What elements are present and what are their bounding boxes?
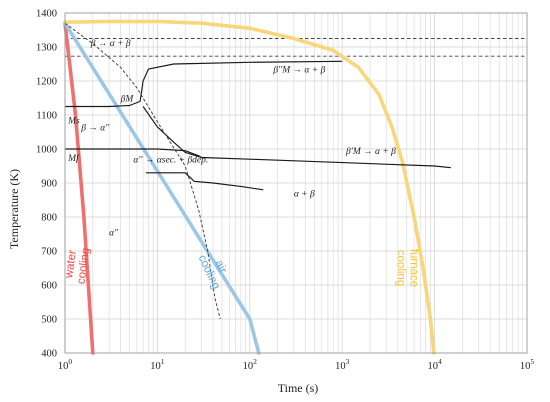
annotation-beta-ab: β → α + β	[90, 39, 131, 49]
curve-label-line: furnace	[408, 249, 420, 287]
y-tick-label: 1100	[36, 111, 57, 122]
y-tick-label: 1200	[36, 77, 57, 88]
y-tick-label: 1000	[36, 145, 57, 156]
y-tick-label: 600	[41, 281, 57, 292]
axis-ticks: 400 500 600 700 800 900 1000 1100 1200 1300 1400 10…	[36, 9, 534, 373]
x-tick-label: 100	[58, 357, 73, 372]
x-tick-label: 105	[520, 357, 535, 372]
x-axis-label: Time (s)	[278, 381, 319, 395]
cooling-series	[63, 19, 436, 355]
curve-label-line: cooling	[75, 247, 92, 285]
curve-label-line: cooling	[395, 250, 407, 286]
annotation-bm2: β′′M → α + β	[272, 66, 325, 76]
plot-frame	[64, 12, 528, 354]
y-tick-label: 900	[41, 179, 57, 190]
transformation-boundaries	[64, 22, 451, 320]
transformation-line-4	[145, 172, 264, 191]
plot-area-border	[64, 12, 528, 354]
x-tick-label: 102	[243, 357, 257, 372]
transformation-line-3	[65, 148, 202, 158]
x-tick-label: 103	[335, 357, 350, 372]
annotation-beta-alpha: β → α′′	[80, 123, 110, 133]
y-tick-label: 400	[41, 349, 57, 360]
annotation-asec: α′′ → αsec. + βdep.	[133, 156, 208, 166]
y-tick-label: 500	[41, 315, 57, 326]
annotation-Mf: Mf	[67, 153, 80, 164]
series-line-furnace-cooling	[63, 19, 436, 355]
y-tick-label: 1400	[36, 9, 57, 20]
y-axis-label: Temperature (K)	[7, 169, 21, 249]
y-tick-label: 1300	[36, 43, 57, 54]
curve-label-line: water	[63, 249, 79, 280]
annotation-alpha-dd: α′′	[109, 229, 119, 239]
curve-label-line: air	[212, 258, 228, 275]
annotation-bm1: β′M → α + β	[345, 147, 396, 157]
transformation-line-1	[65, 60, 343, 108]
y-tick-label: 800	[41, 213, 57, 224]
phase-annotations: β → α + β β′′M → α + β βM Msβ → α′′ β′M → α …	[67, 39, 396, 239]
transformation-line-5	[64, 22, 221, 320]
x-tick-label: 101	[150, 357, 165, 372]
annotation-Ms: Ms	[67, 117, 80, 127]
series-line-water-cooling	[63, 21, 95, 355]
annotation-ab: α + β	[294, 190, 315, 200]
y-tick-label: 700	[41, 247, 57, 258]
series-line-air-cooling	[63, 21, 261, 355]
grid	[64, 12, 527, 354]
annotation-betaM: βM	[120, 94, 135, 104]
x-tick-label: 104	[427, 357, 442, 372]
